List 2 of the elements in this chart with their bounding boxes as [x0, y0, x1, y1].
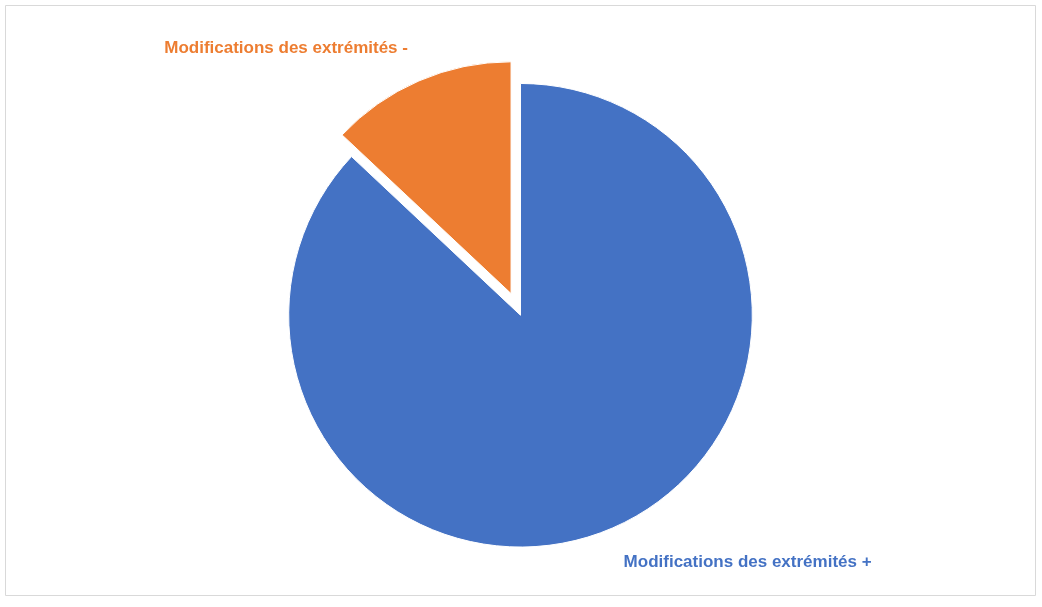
slice-label: Modifications des extrémités +: [623, 551, 872, 571]
slice-label: Modifications des extrémités -: [164, 38, 408, 58]
